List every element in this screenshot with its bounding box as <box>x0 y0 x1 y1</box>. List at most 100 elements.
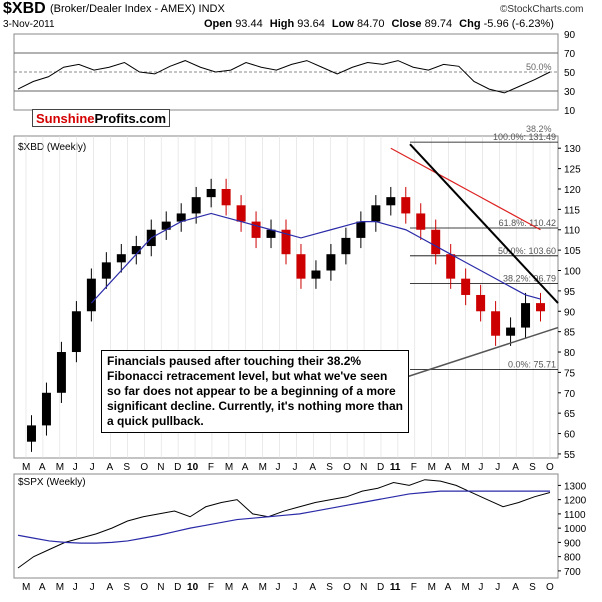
close-value: 89.74 <box>424 18 453 30</box>
price-candle <box>446 254 456 279</box>
open-label: Open <box>204 18 233 30</box>
month-label: 11 <box>390 462 401 473</box>
price-candle <box>326 254 336 271</box>
price-candle <box>341 237 351 255</box>
xbd-tick-label: 105 <box>564 246 581 257</box>
rsi-tick-label: 10 <box>564 106 576 117</box>
xbd-tick-label: 60 <box>564 430 576 441</box>
xbd-tick-label: 95 <box>564 287 576 298</box>
chg-value: -5.96 (-6.23%) <box>483 18 554 30</box>
spx-month-label: J <box>478 582 483 593</box>
sunshine-profits-logo: SunshineProfits.com <box>32 109 170 127</box>
xbd-tick-label: 115 <box>564 205 580 216</box>
symbol-description: (Broker/Dealer Index - AMEX) INDX <box>50 3 225 15</box>
xbd-tick-label: 130 <box>564 144 581 155</box>
price-candle <box>536 303 546 312</box>
month-label: S <box>123 462 130 473</box>
moving-average-fast <box>90 212 541 304</box>
month-label: A <box>512 462 519 473</box>
spx-month-label: D <box>174 582 181 593</box>
spx-month-label: M <box>461 582 469 593</box>
spx-tick-label: 900 <box>564 538 581 549</box>
spx-month-label: 10 <box>187 582 199 593</box>
month-label: D <box>174 462 181 473</box>
xbd-tick-label: 100 <box>564 267 581 278</box>
xbd-tick-label: 55 <box>564 450 576 461</box>
spx-month-label: M <box>428 582 436 593</box>
xbd-panel-title: $XBD (Weekly) <box>18 142 86 153</box>
rsi-line <box>17 60 551 94</box>
price-candle <box>206 188 216 198</box>
spx-month-label: O <box>343 582 351 593</box>
month-label: M <box>56 462 64 473</box>
month-label: S <box>529 462 536 473</box>
xbd-tick-label: 85 <box>564 328 576 339</box>
symbol-label: $XBD <box>3 0 46 17</box>
price-candle <box>116 254 126 263</box>
price-candle <box>236 205 246 222</box>
xbd-tick-label: 120 <box>564 185 581 196</box>
spx-tick-label: 700 <box>564 567 581 578</box>
spx-panel-title: $SPX (Weekly) <box>18 477 86 488</box>
spx-month-label: 11 <box>390 582 401 593</box>
month-label: J <box>276 462 281 473</box>
fib-level-label: 0.0%: 75.71 <box>508 360 556 370</box>
spx-month-label: A <box>445 582 452 593</box>
spx-tick-label: 800 <box>564 553 581 564</box>
month-label: N <box>360 462 367 473</box>
month-label: D <box>377 462 384 473</box>
month-label: O <box>546 462 554 473</box>
month-label: J <box>292 462 297 473</box>
month-label: M <box>22 462 30 473</box>
price-candle <box>356 221 366 238</box>
spx-month-label: J <box>90 582 95 593</box>
spx-month-label: O <box>140 582 148 593</box>
low-label: Low <box>331 18 354 30</box>
low-value: 84.70 <box>356 18 385 30</box>
price-candle <box>56 352 66 393</box>
fib-level-label: 100.0%: 131.49 <box>493 132 556 142</box>
month-label: A <box>309 462 316 473</box>
price-candle <box>191 197 201 214</box>
spx-month-label: S <box>326 582 333 593</box>
price-candle <box>41 392 51 426</box>
chg-label: Chg <box>459 18 481 30</box>
month-label: M <box>259 462 267 473</box>
price-candle <box>476 294 486 312</box>
month-label: A <box>242 462 249 473</box>
price-candle <box>401 197 411 214</box>
spx-tick-label: 1000 <box>564 524 587 535</box>
open-value: 93.44 <box>235 18 263 30</box>
rsi-tick-label: 90 <box>564 30 576 41</box>
rsi-tick-label: 50 <box>564 68 576 79</box>
xbd-tick-label: 75 <box>564 368 576 379</box>
spx-month-label: J <box>292 582 297 593</box>
month-label: J <box>478 462 483 473</box>
spx-month-label: J <box>495 582 500 593</box>
spx-month-label: M <box>225 582 233 593</box>
price-candle <box>26 425 36 442</box>
rsi-tick-label: 70 <box>564 49 576 60</box>
spx-month-label: M <box>22 582 30 593</box>
spx-panel <box>13 473 559 579</box>
price-candle <box>371 205 381 222</box>
spx-month-label: J <box>73 582 78 593</box>
spx-month-label: N <box>157 582 164 593</box>
month-label: J <box>495 462 500 473</box>
high-value: 93.64 <box>297 18 325 30</box>
rising-support-line <box>407 326 559 378</box>
price-candle <box>86 278 96 312</box>
chart-header: $XBD (Broker/Dealer Index - AMEX) INDX 3… <box>0 0 602 32</box>
spx-month-label: M <box>259 582 267 593</box>
month-label: N <box>157 462 164 473</box>
rsi-tick-label: 30 <box>564 87 576 98</box>
price-candle <box>431 229 441 255</box>
xbd-tick-label: 110 <box>564 226 580 237</box>
month-label: S <box>326 462 333 473</box>
month-label: M <box>461 462 469 473</box>
close-label: Close <box>391 18 422 30</box>
spx-tick-label: 1100 <box>564 510 586 521</box>
month-label: J <box>73 462 78 473</box>
brand-watermark: ©StockCharts.com <box>500 4 584 15</box>
